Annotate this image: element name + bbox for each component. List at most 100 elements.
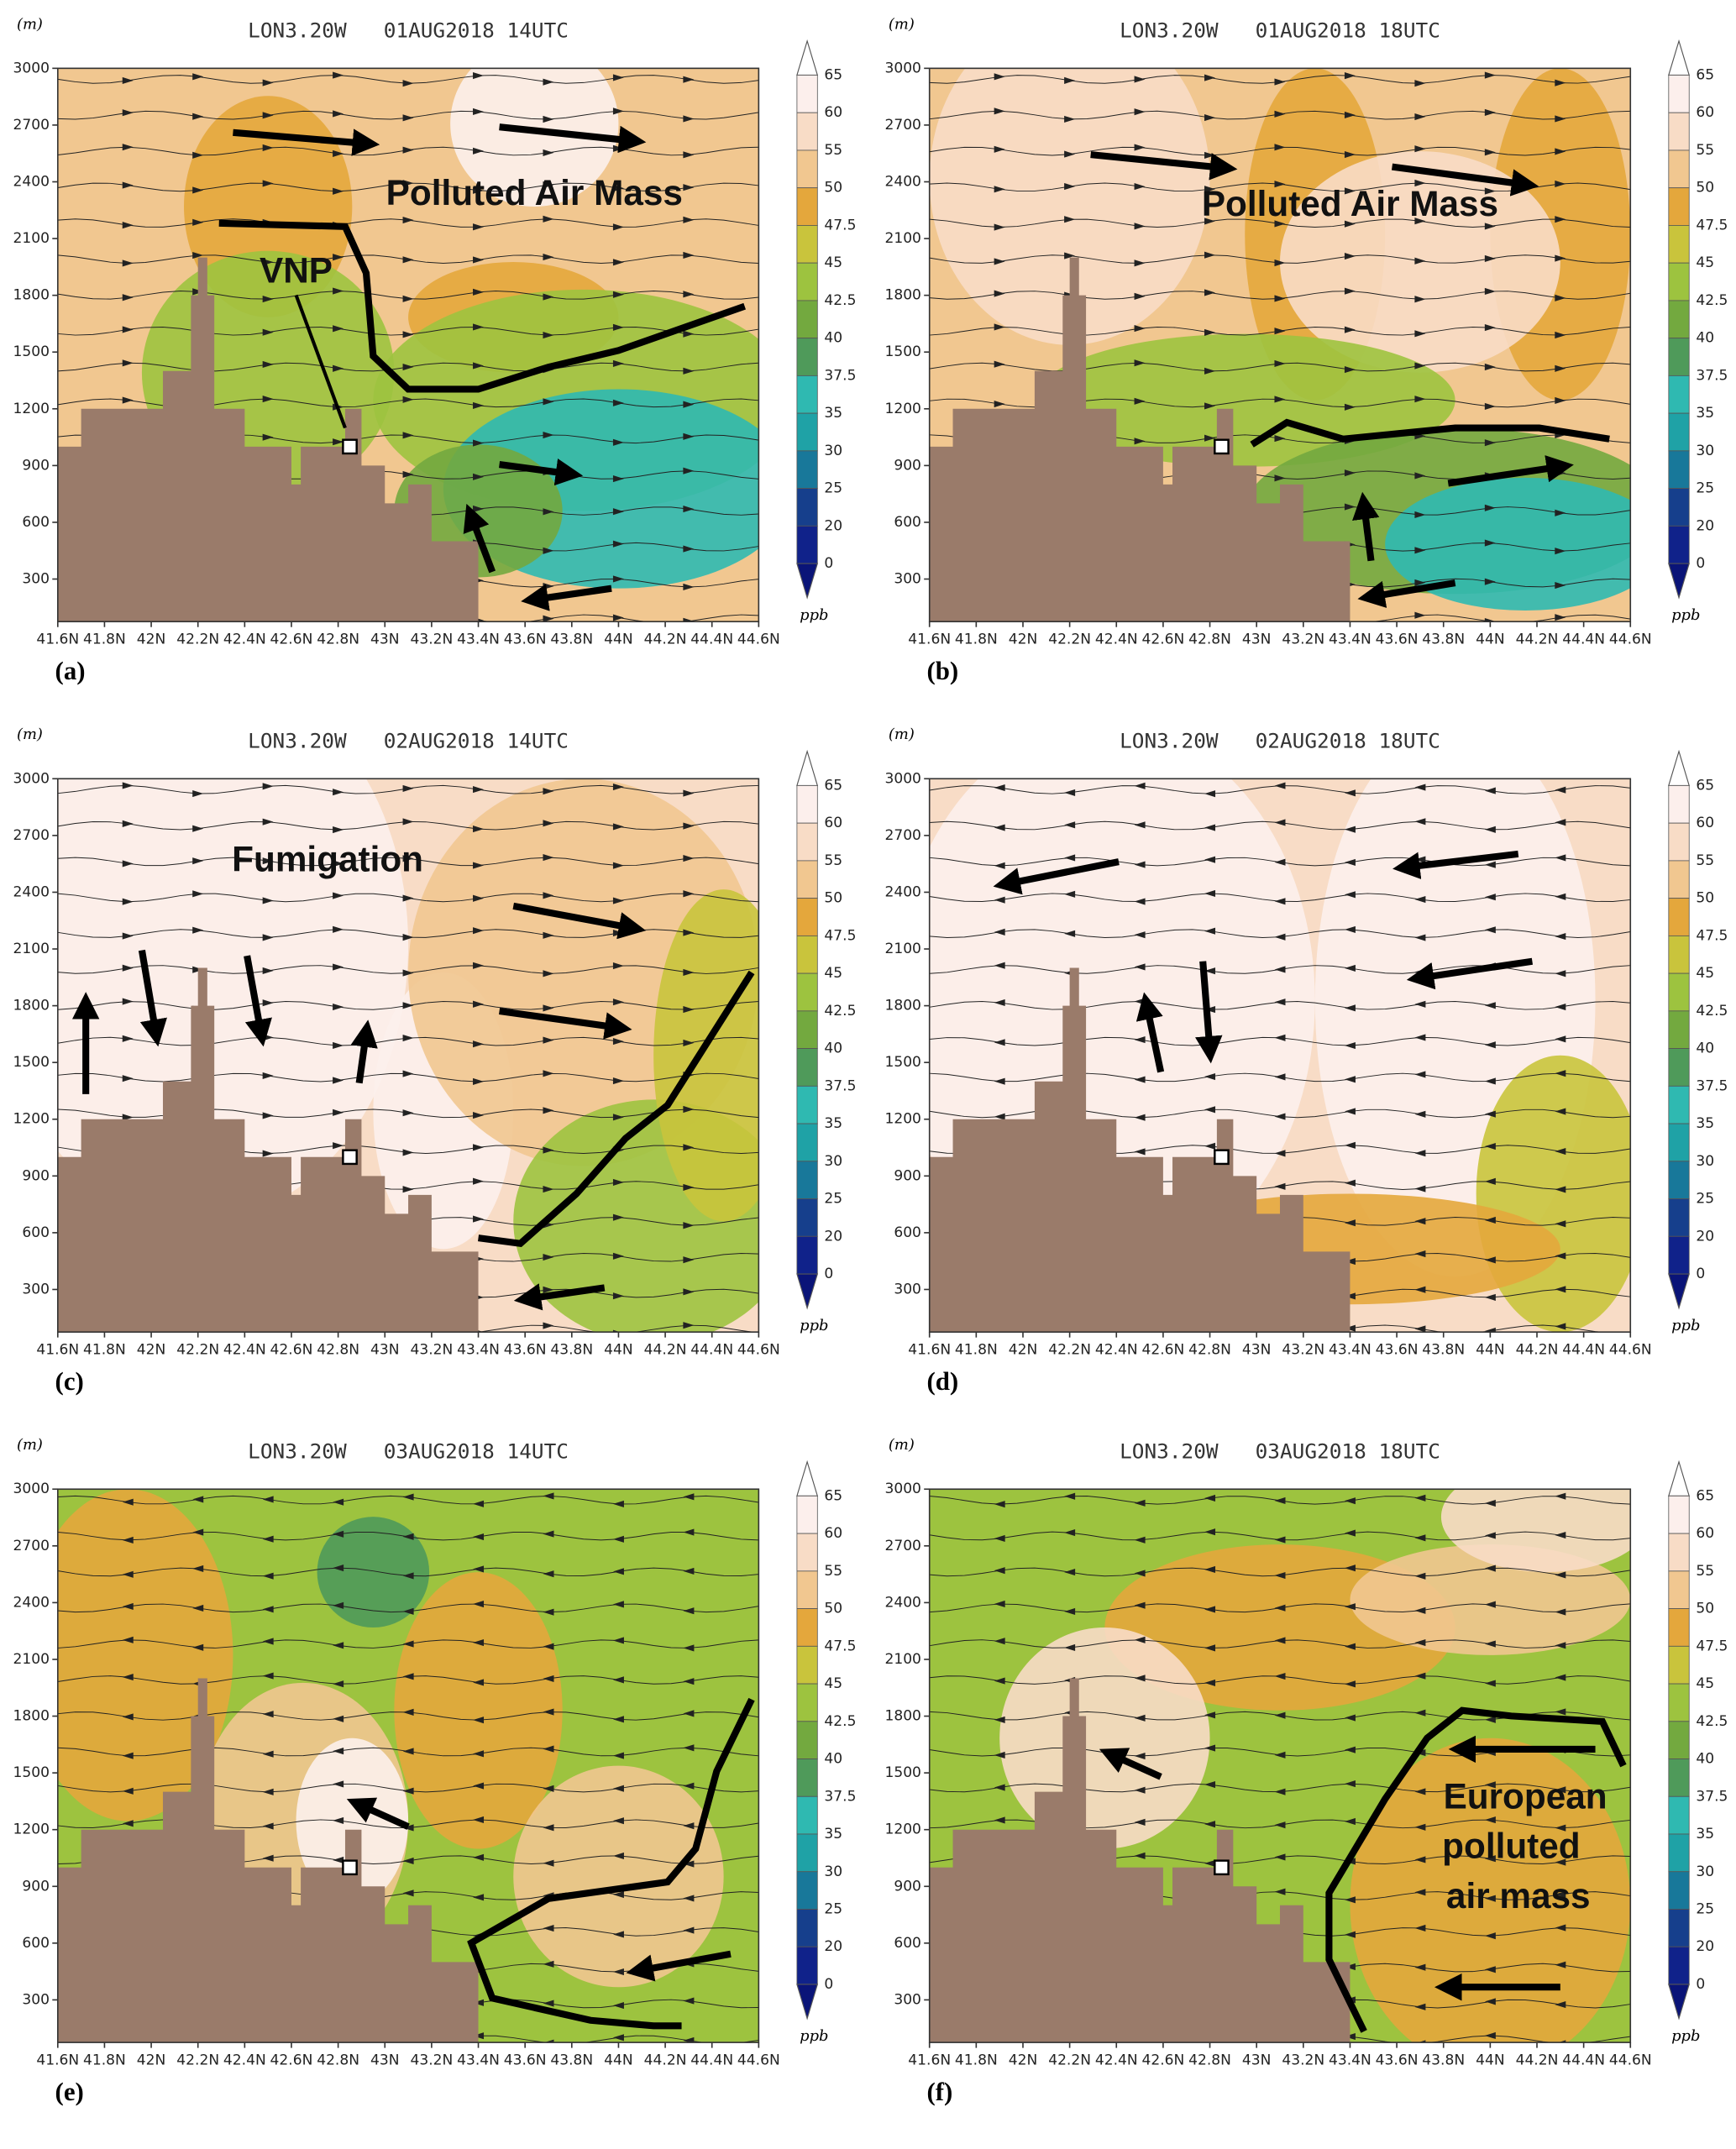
colorbar-box: [1668, 525, 1690, 564]
streamline-arrow: [543, 1570, 554, 1578]
colorbar-box: [1668, 785, 1690, 824]
streamline-arrow: [122, 109, 134, 117]
contour-fill: [394, 1572, 563, 1849]
streamline-arrow: [1274, 396, 1286, 403]
x-tick-label: 44.6N: [737, 2052, 780, 2068]
streamline-arrow: [1344, 287, 1356, 295]
colorbar-label: 42.5: [824, 1003, 856, 1019]
colorbar-box: [1668, 1833, 1690, 1873]
streamline-arrow: [1204, 186, 1216, 193]
streamline-arrow: [612, 438, 624, 446]
wind-arrow: [233, 128, 380, 156]
streamline-arrow: [543, 1824, 554, 1832]
streamline-arrow: [473, 1853, 485, 1861]
streamline-arrow: [683, 1039, 695, 1046]
y-tick-label: 1200: [884, 1111, 920, 1128]
streamline-arrow: [192, 890, 204, 898]
streamline-arrow: [473, 962, 485, 969]
panel: Fumigation300600900120015001800210024002…: [13, 726, 857, 1396]
streamline-arrow: [192, 1604, 204, 1612]
streamline-arrow: [1344, 1565, 1356, 1572]
x-tick-label: 44.2N: [1516, 1341, 1559, 1358]
colorbar-label: 40: [1696, 1751, 1714, 1768]
x-tick-label: 43.2N: [1282, 2052, 1324, 2068]
colorbar-box: [1668, 1570, 1690, 1609]
streamline-arrow: [122, 932, 134, 940]
streamline-arrow: [1134, 1148, 1146, 1156]
y-tick-label: 1500: [13, 343, 50, 360]
y-tick-label: 300: [894, 571, 921, 588]
streamline-arrow: [543, 332, 554, 339]
site-marker: [342, 438, 358, 455]
streamline-arrow: [402, 256, 414, 264]
streamline-arrow: [1414, 1823, 1426, 1831]
streamline-arrow: [333, 187, 344, 195]
streamline-arrow: [333, 287, 344, 295]
streamline-arrow: [402, 1070, 414, 1077]
streamline-arrow: [1134, 782, 1146, 789]
colorbar-label: 37.5: [1696, 1077, 1728, 1094]
streamline-arrow: [543, 1146, 554, 1154]
colorbar-label: 40: [1696, 1040, 1714, 1057]
colorbar-label: 30: [1696, 1863, 1714, 1880]
x-tick-label: 43.6N: [504, 1341, 547, 1358]
streamline-arrow: [543, 615, 554, 622]
streamline-arrow: [333, 1816, 344, 1824]
wind-arrow: [521, 584, 612, 611]
streamline-arrow: [1414, 2003, 1426, 2010]
streamline-arrow: [122, 898, 134, 905]
contour-fill: [1385, 477, 1631, 611]
colorbar-box: [796, 1721, 818, 1759]
streamline-arrow: [1204, 1744, 1216, 1752]
streamline-arrow: [122, 326, 134, 333]
colorbar-unit: ppb: [800, 2027, 828, 2045]
x-tick-label: 42.8N: [317, 2052, 359, 2068]
chart-title: LON3.20W 02AUG2018 14UTC: [248, 728, 569, 752]
annotation: Polluted Air Mass: [386, 173, 683, 212]
streamline-arrow: [1484, 108, 1496, 116]
streamline-arrow: [122, 1787, 134, 1795]
wind-arrow: [1406, 957, 1534, 990]
streamline-arrow: [473, 401, 485, 410]
streamline-arrow: [1484, 894, 1496, 901]
colorbar-label: 0: [824, 555, 833, 572]
streamline-arrow: [1344, 1041, 1356, 1050]
colorbar-box: [1668, 300, 1690, 339]
streamline-arrow: [402, 1002, 414, 1009]
streamline-arrow: [1204, 251, 1216, 259]
streamline-arrow: [1344, 366, 1356, 374]
streamline-arrow: [1414, 1607, 1426, 1614]
streamline-arrow: [543, 1107, 554, 1114]
streamline-arrow: [262, 1854, 274, 1862]
streamline-arrow: [262, 1788, 274, 1795]
streamline-arrow: [402, 432, 414, 439]
streamline-arrow: [1414, 362, 1426, 370]
streamline-arrow: [402, 146, 414, 154]
plot-area: [929, 68, 1631, 622]
streamline-arrow: [1484, 71, 1496, 79]
streamline-arrow: [1064, 854, 1076, 862]
y-tick-label: 300: [894, 1991, 921, 2008]
streamline-arrow: [1414, 80, 1426, 87]
colorbar-box: [1668, 1946, 1690, 1985]
streamline-arrow: [994, 862, 1005, 869]
streamline-arrow: [1484, 926, 1496, 934]
colorbar-label: 55: [1696, 142, 1714, 159]
streamline-arrow: [612, 2002, 624, 2010]
streamline-arrow: [1484, 1499, 1496, 1507]
x-tick-label: 44.2N: [644, 631, 687, 647]
streamline-arrow: [1484, 1142, 1496, 1151]
streamline-arrow: [473, 473, 485, 480]
streamline-arrow: [543, 1070, 554, 1077]
streamline-arrow: [994, 1600, 1005, 1608]
streamline-arrow: [1134, 259, 1146, 267]
streamline-arrow: [1484, 402, 1496, 411]
streamline-arrow: [683, 1567, 695, 1575]
streamline-arrow: [473, 1040, 485, 1048]
colorbar-label: 37.5: [1696, 1788, 1728, 1805]
streamline-arrow: [1555, 1890, 1566, 1898]
wind-arrow: [346, 1797, 410, 1830]
x-tick-label: 44.4N: [690, 631, 733, 647]
streamline-arrow: [1484, 1601, 1496, 1608]
streamline-arrow: [612, 1114, 624, 1121]
